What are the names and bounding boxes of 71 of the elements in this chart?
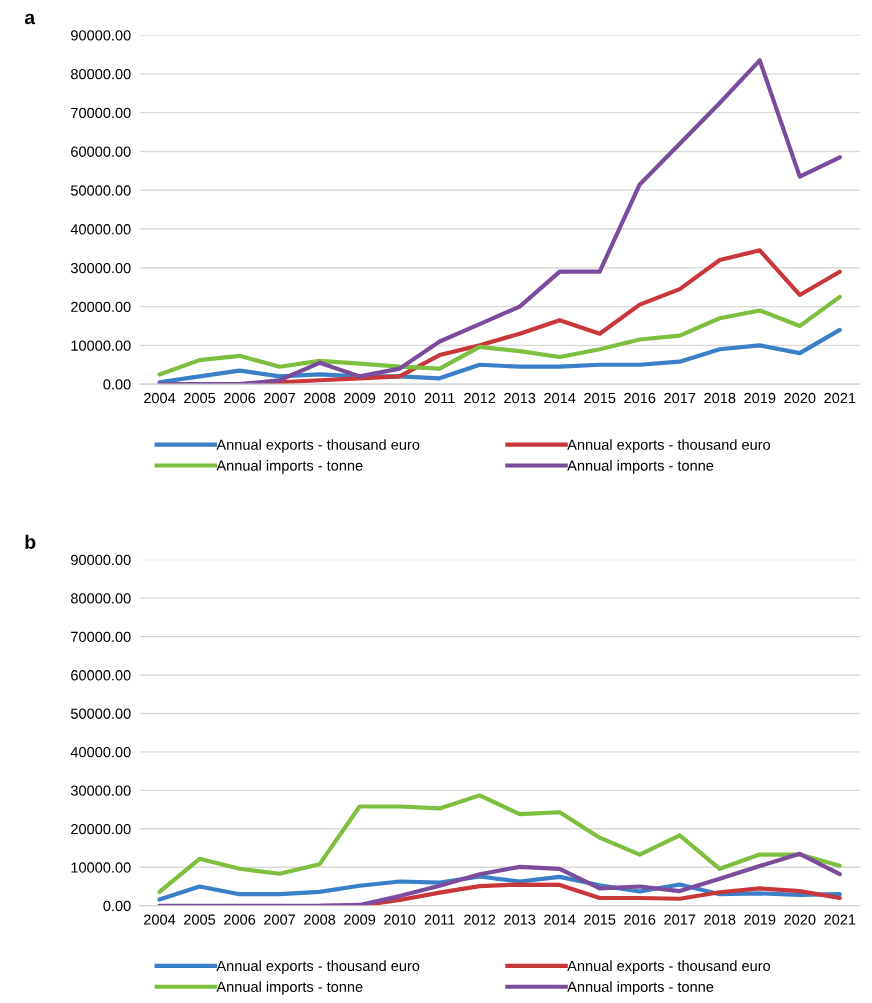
y-tick-label: 20000.00 [71, 823, 131, 835]
x-tick-label: 2009 [344, 392, 376, 404]
y-tick-label: 70000.00 [71, 107, 131, 119]
y-tick-label: 70000.00 [71, 631, 131, 642]
line-series [157, 294, 842, 377]
line-series [157, 851, 842, 906]
y-tick-label: 10000.00 [71, 340, 131, 351]
x-tick-label: 2014 [544, 392, 576, 404]
x-tick-label: 2013 [504, 392, 536, 404]
x-tick-label: 2004 [144, 392, 176, 404]
x-tick-label: 2010 [384, 914, 416, 925]
legend-label: Annual exports - thousand euro [567, 960, 771, 974]
x-tick-label: 2005 [184, 914, 216, 925]
chart-title: a [24, 13, 36, 25]
x-tick-label: 2016 [624, 392, 656, 404]
legend-label: Annual exports - thousand euro [567, 439, 771, 453]
y-tick-label: 40000.00 [70, 747, 131, 758]
x-tick-label: 2020 [784, 392, 816, 404]
line-series [157, 58, 842, 385]
y-tick-label: 50000.00 [70, 708, 131, 719]
x-tick-label: 2021 [824, 914, 856, 925]
x-tick-label: 2016 [624, 914, 656, 925]
x-tick-label: 2005 [184, 392, 216, 404]
chart-title: b [25, 534, 36, 549]
x-tick-label: 2017 [664, 914, 696, 925]
line-series [157, 793, 842, 894]
x-tick-label: 2013 [504, 914, 536, 925]
legend-label: Annual imports - tonne [216, 460, 363, 474]
x-tick-label: 2006 [224, 392, 256, 404]
line-series [157, 327, 842, 385]
x-tick-label: 2015 [584, 914, 616, 925]
y-tick-label: 80000.00 [71, 593, 131, 604]
x-tick-label: 2017 [664, 392, 696, 404]
legend-label: Annual imports - tonne [567, 981, 714, 995]
x-tick-label: 2008 [304, 914, 336, 925]
y-tick-label: 0.00 [103, 900, 131, 912]
x-tick-label: 2019 [744, 914, 776, 925]
y-tick-label: 30000.00 [70, 785, 131, 796]
x-tick-label: 2006 [224, 914, 256, 925]
x-tick-label: 2011 [424, 392, 455, 404]
x-tick-label: 2012 [464, 392, 496, 404]
y-tick-label: 80000.00 [71, 68, 131, 80]
y-tick-label: 90000.00 [71, 30, 131, 41]
x-tick-label: 2010 [384, 392, 416, 404]
y-tick-label: 10000.00 [71, 862, 131, 873]
x-tick-label: 2007 [264, 914, 296, 925]
x-tick-label: 2011 [424, 914, 455, 925]
x-tick-label: 2004 [144, 914, 176, 925]
legend-label: Annual exports - thousand euro [216, 960, 420, 974]
y-tick-label: 60000.00 [71, 670, 131, 681]
x-tick-label: 2007 [264, 392, 296, 404]
x-tick-label: 2021 [824, 392, 856, 404]
x-tick-label: 2008 [304, 392, 336, 404]
x-tick-label: 2018 [704, 392, 736, 404]
y-tick-label: 90000.00 [71, 554, 131, 566]
legend-label: Annual imports - tonne [567, 460, 714, 474]
y-tick-label: 20000.00 [71, 301, 131, 313]
x-tick-label: 2012 [464, 914, 496, 925]
y-tick-label: 0.00 [103, 379, 131, 390]
legend-label: Annual exports - thousand euro [216, 439, 420, 453]
x-tick-label: 2020 [784, 914, 816, 925]
y-tick-label: 30000.00 [70, 262, 131, 274]
x-tick-label: 2018 [704, 914, 736, 925]
y-tick-label: 50000.00 [70, 185, 131, 196]
x-tick-label: 2014 [544, 914, 576, 925]
x-tick-label: 2019 [744, 392, 776, 404]
x-tick-label: 2015 [584, 392, 616, 404]
y-tick-label: 60000.00 [71, 146, 131, 157]
legend-label: Annual imports - tonne [216, 981, 363, 995]
x-tick-label: 2009 [344, 914, 376, 925]
y-tick-label: 40000.00 [70, 224, 131, 235]
